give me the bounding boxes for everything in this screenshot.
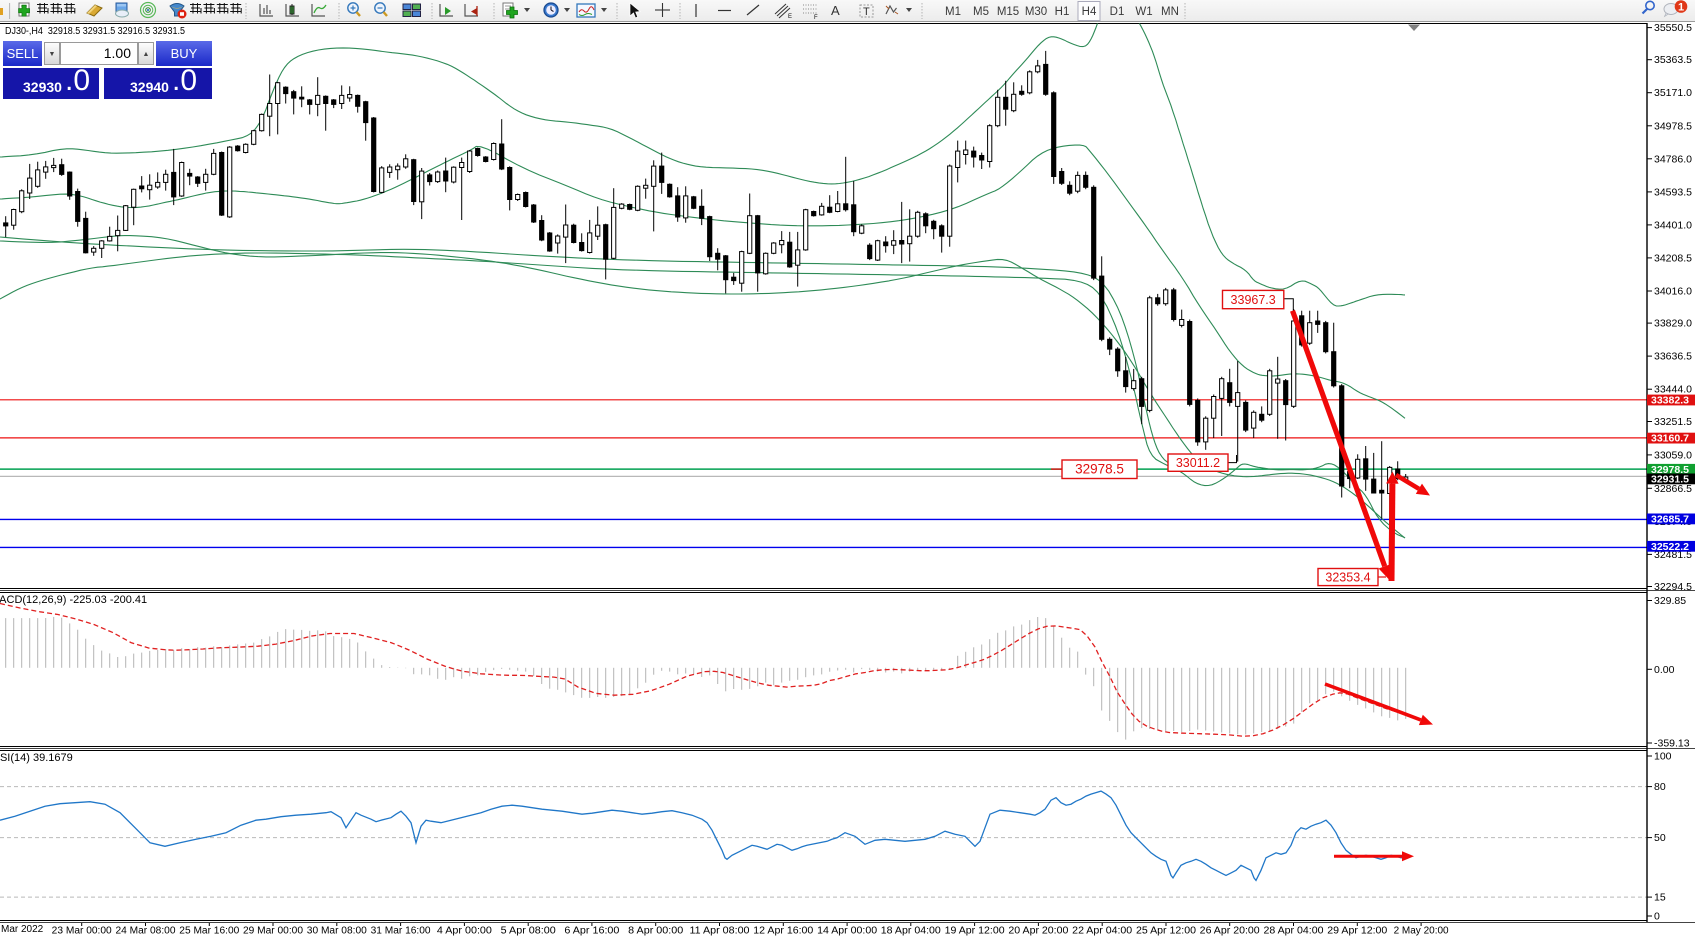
svg-text:32978.5: 32978.5	[1075, 461, 1124, 476]
svg-text:F: F	[814, 15, 818, 21]
svg-text:E: E	[788, 14, 792, 20]
svg-text:33829.0: 33829.0	[1654, 318, 1692, 330]
svg-text:M15: M15	[997, 6, 1019, 18]
svg-text:33160.7: 33160.7	[1651, 433, 1689, 445]
svg-text:14 Apr 00:00: 14 Apr 00:00	[817, 926, 877, 937]
svg-text:Mar 2022: Mar 2022	[1, 924, 44, 935]
svg-text:33059.0: 33059.0	[1654, 449, 1692, 461]
svg-text:0: 0	[1654, 911, 1660, 923]
svg-text:33011.2: 33011.2	[1176, 456, 1220, 470]
svg-text:18 Apr 04:00: 18 Apr 04:00	[881, 926, 941, 937]
svg-text:6 Apr 16:00: 6 Apr 16:00	[564, 926, 619, 937]
svg-text:15: 15	[1654, 892, 1666, 904]
svg-text:32294.5: 32294.5	[1654, 581, 1692, 593]
svg-text:23 Mar 00:00: 23 Mar 00:00	[52, 926, 112, 937]
svg-text:DJ30-,H4 32918.5 32931.5 3291: DJ30-,H4 32918.5 32931.5 32916.5 32931.5	[5, 26, 185, 37]
svg-text:24 Mar 08:00: 24 Mar 08:00	[116, 926, 176, 937]
svg-text:80: 80	[1654, 781, 1666, 793]
svg-text:35550.5: 35550.5	[1654, 22, 1692, 34]
svg-text:26 Apr 20:00: 26 Apr 20:00	[1200, 926, 1260, 937]
svg-text:29 Mar 00:00: 29 Mar 00:00	[243, 926, 303, 937]
svg-text:34593.5: 34593.5	[1654, 186, 1692, 198]
svg-text:22 Apr 04:00: 22 Apr 04:00	[1072, 926, 1132, 937]
svg-text:32978.5: 32978.5	[1651, 464, 1689, 476]
svg-text:32481.5: 32481.5	[1654, 549, 1692, 561]
svg-text:100: 100	[1654, 751, 1672, 763]
svg-text:MN: MN	[1161, 6, 1179, 18]
svg-text:35171.0: 35171.0	[1654, 87, 1692, 99]
svg-text:34208.5: 34208.5	[1654, 252, 1692, 264]
svg-text:33967.3: 33967.3	[1231, 293, 1276, 307]
svg-text:2 May 20:00: 2 May 20:00	[1394, 926, 1449, 937]
svg-text:28 Apr 04:00: 28 Apr 04:00	[1264, 926, 1324, 937]
svg-text:D1: D1	[1110, 6, 1125, 18]
svg-text:M1: M1	[945, 6, 961, 18]
svg-text:33636.5: 33636.5	[1654, 351, 1692, 363]
svg-text:34016.0: 34016.0	[1654, 286, 1692, 298]
svg-text:33382.3: 33382.3	[1651, 395, 1689, 407]
svg-text:-359.13: -359.13	[1654, 738, 1690, 750]
svg-text:33444.0: 33444.0	[1654, 384, 1692, 396]
svg-text:25 Apr 12:00: 25 Apr 12:00	[1136, 926, 1196, 937]
svg-text:H1: H1	[1055, 6, 1070, 18]
svg-text:32522.2: 32522.2	[1651, 541, 1689, 553]
svg-text:M5: M5	[973, 6, 989, 18]
svg-text:RSI(14) 39.1679: RSI(14) 39.1679	[0, 752, 73, 764]
svg-text:329.85: 329.85	[1654, 595, 1686, 607]
svg-text:W1: W1	[1135, 6, 1152, 18]
svg-text:32866.5: 32866.5	[1654, 483, 1692, 495]
svg-text:5 Apr 08:00: 5 Apr 08:00	[501, 926, 556, 937]
svg-text:1: 1	[1678, 2, 1684, 14]
svg-text:34786.0: 34786.0	[1654, 153, 1692, 165]
svg-text:12 Apr 16:00: 12 Apr 16:00	[753, 926, 813, 937]
svg-text:MACD(12,26,9) -225.03 -200.41: MACD(12,26,9) -225.03 -200.41	[0, 594, 147, 606]
svg-text:32931.5: 32931.5	[1651, 474, 1689, 486]
svg-text:35363.5: 35363.5	[1654, 54, 1692, 66]
svg-text:34401.0: 34401.0	[1654, 219, 1692, 231]
svg-text:32685.7: 32685.7	[1651, 514, 1689, 526]
svg-text:34978.5: 34978.5	[1654, 120, 1692, 132]
svg-text:31 Mar 16:00: 31 Mar 16:00	[371, 926, 431, 937]
svg-text:A: A	[831, 3, 840, 18]
svg-text:0.00: 0.00	[1654, 664, 1675, 676]
svg-text:19 Apr 12:00: 19 Apr 12:00	[945, 926, 1005, 937]
svg-text:25 Mar 16:00: 25 Mar 16:00	[179, 926, 239, 937]
svg-text:20 Apr 20:00: 20 Apr 20:00	[1008, 926, 1068, 937]
svg-text:50: 50	[1654, 832, 1666, 844]
svg-text:4 Apr 00:00: 4 Apr 00:00	[437, 926, 492, 937]
svg-text:M30: M30	[1025, 6, 1047, 18]
svg-text:T: T	[863, 6, 870, 18]
svg-text:29 Apr 12:00: 29 Apr 12:00	[1327, 926, 1387, 937]
svg-text:H4: H4	[1082, 6, 1097, 18]
svg-text:33251.5: 33251.5	[1654, 416, 1692, 428]
svg-text:11 Apr 08:00: 11 Apr 08:00	[690, 926, 750, 937]
svg-text:32353.4: 32353.4	[1325, 570, 1370, 584]
svg-text:8 Apr 00:00: 8 Apr 00:00	[628, 926, 683, 937]
svg-text:30 Mar 08:00: 30 Mar 08:00	[307, 926, 367, 937]
